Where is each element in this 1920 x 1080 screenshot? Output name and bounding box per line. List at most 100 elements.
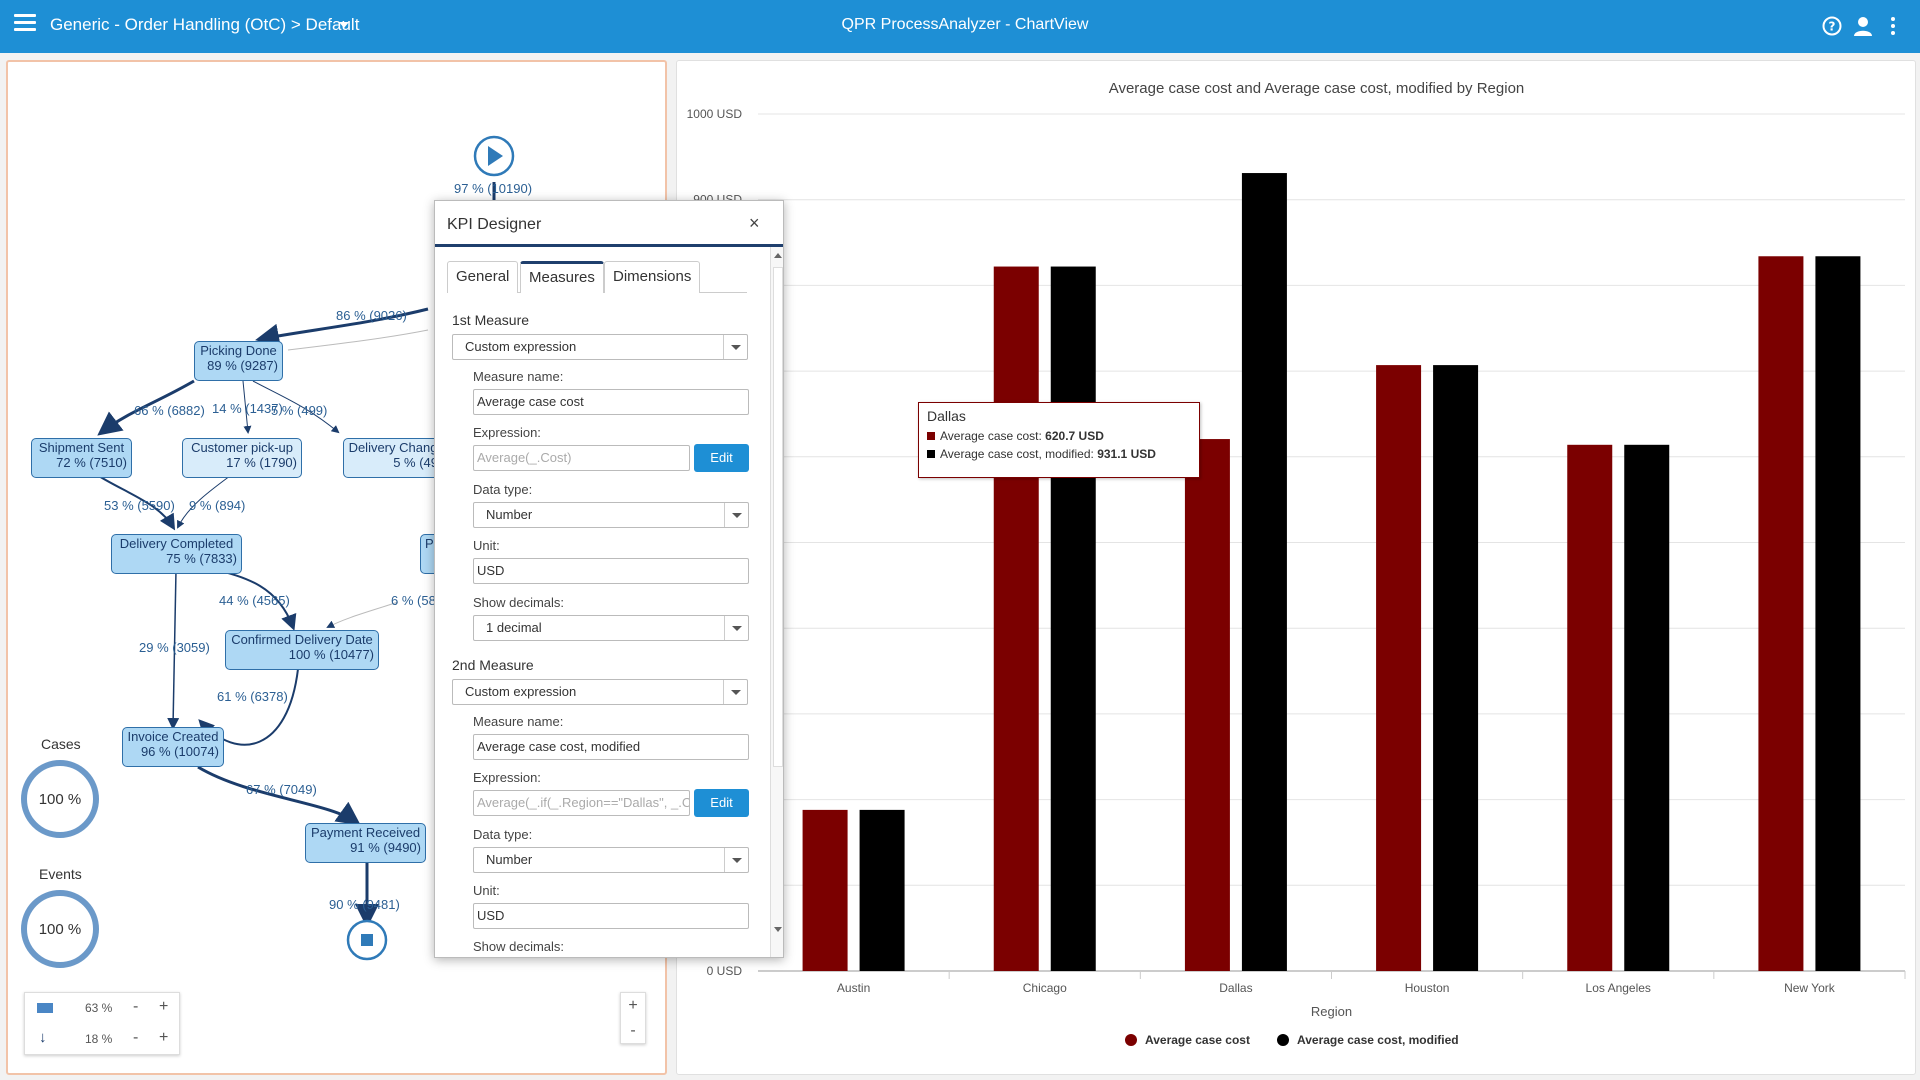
field-label: Measure name:: [473, 369, 564, 384]
bar-new-york-series-1: [1758, 256, 1804, 972]
measure2-name-input[interactable]: Average case cost, modified: [473, 734, 749, 760]
tab-dimensions[interactable]: Dimensions: [604, 261, 701, 293]
cases-gauge: 100 %: [21, 760, 99, 838]
tab-measures[interactable]: Measures: [520, 261, 604, 293]
measure2-edit-button[interactable]: Edit: [694, 789, 749, 817]
y-tick-label: 1000 USD: [687, 107, 743, 121]
process-node-delivery-change[interactable]: Delivery Chang 5 % (49: [343, 438, 443, 478]
bar-austin-series-2: [859, 809, 905, 971]
bar-chicago-series-1: [993, 266, 1039, 971]
measure1-unit-input[interactable]: USD: [473, 558, 749, 584]
top-bar: Generic - Order Handling (OtC) > Default…: [0, 0, 1920, 53]
field-label: Unit:: [473, 883, 500, 898]
tooltip-value: 931.1 USD: [1097, 447, 1156, 461]
legend-label: Average case cost, modified: [1297, 1033, 1459, 1047]
kpi-designer-dialog: KPI Designer × General Measures Dimensio…: [434, 200, 784, 958]
dialog-title: KPI Designer: [447, 216, 542, 233]
process-node-delivery-completed[interactable]: Delivery Completed 75 % (7833): [111, 534, 242, 574]
edge-label: 66 % (6882): [134, 403, 205, 418]
measure1-datatype-select[interactable]: Number: [473, 502, 749, 528]
chart-title: Average case cost and Average case cost,…: [1109, 80, 1525, 97]
flow-filter-value: 18 %: [85, 1032, 113, 1046]
process-node-payment-received[interactable]: Payment Received 91 % (9490): [305, 823, 426, 863]
chevron-down-icon[interactable]: [339, 22, 349, 28]
series-swatch: [927, 450, 935, 458]
start-node[interactable]: [473, 135, 515, 177]
flow-filter-row: ↓ 18 % - +: [25, 1024, 181, 1054]
activity-increase-button[interactable]: +: [159, 998, 169, 1015]
activity-filter-value: 63 %: [85, 1001, 113, 1015]
measure2-unit-input[interactable]: USD: [473, 903, 749, 929]
zoom-out-button[interactable]: -: [630, 1022, 636, 1039]
cases-title: Cases: [41, 736, 81, 752]
chevron-down-icon: [724, 616, 748, 640]
scroll-thumb[interactable]: [773, 267, 783, 767]
measure2-expression-input[interactable]: Average(_.if(_.Region=="Dallas", _.C: [473, 790, 690, 816]
bar-new-york-series-2: [1815, 256, 1861, 972]
x-tick-label: Austin: [837, 981, 870, 995]
cases-value: 100 %: [38, 790, 82, 808]
measure1-expression-input[interactable]: Average(_.Cost): [473, 445, 690, 471]
edge-label: 67 % (7049): [246, 782, 317, 797]
tooltip-row: Average case cost: 620.7 USD: [927, 427, 1191, 445]
end-node[interactable]: [346, 919, 388, 961]
select-value: Number: [486, 507, 533, 522]
edge-label: 29 % (3059): [139, 640, 210, 655]
y-tick-label: 0 USD: [707, 964, 743, 978]
bar-chart: Average case cost and Average case cost,…: [687, 80, 1906, 1047]
bar-los-angeles-series-1: [1567, 444, 1613, 971]
bar-dallas-series-2: [1241, 173, 1287, 971]
tab-general[interactable]: General: [447, 261, 519, 293]
field-label: Expression:: [473, 770, 541, 785]
field-label: Measure name:: [473, 714, 564, 729]
edge-label: 9 % (894): [189, 498, 246, 513]
x-tick-label: Dallas: [1219, 981, 1252, 995]
more-vertical-icon[interactable]: [1882, 15, 1904, 37]
process-map-edges: [93, 135, 515, 961]
scroll-up-icon[interactable]: [774, 253, 782, 258]
bar-los-angeles-series-2: [1624, 444, 1670, 971]
hamburger-icon[interactable]: [14, 14, 36, 32]
field-label: Expression:: [473, 425, 541, 440]
field-label: Unit:: [473, 538, 500, 553]
process-node-confirmed-delivery-date[interactable]: Confirmed Delivery Date 100 % (10477): [225, 630, 379, 670]
tooltip-label: Average case cost:: [940, 429, 1046, 443]
user-icon[interactable]: [1852, 15, 1874, 37]
measure1-type-select[interactable]: Custom expression: [452, 334, 748, 360]
select-value: Custom expression: [465, 339, 577, 354]
measure1-name-input[interactable]: Average case cost: [473, 389, 749, 415]
scroll-down-icon[interactable]: [774, 927, 782, 932]
x-tick-label: Chicago: [1023, 981, 1067, 995]
select-value: Custom expression: [465, 684, 577, 699]
measure1-decimals-select[interactable]: 1 decimal: [473, 615, 749, 641]
measure2-type-select[interactable]: Custom expression: [452, 679, 748, 705]
legend-swatch: [1277, 1034, 1289, 1046]
activity-icon: [37, 1003, 53, 1013]
zoom-in-button[interactable]: +: [628, 997, 638, 1014]
process-node-shipment-sent[interactable]: Shipment Sent 72 % (7510): [31, 438, 132, 478]
measure2-datatype-select[interactable]: Number: [473, 847, 749, 873]
events-title: Events: [39, 866, 82, 882]
process-node-invoice-created[interactable]: Invoice Created 96 % (10074): [122, 727, 224, 767]
edge-label: 61 % (6378): [217, 689, 288, 704]
dialog-tabs: General Measures Dimensions: [447, 261, 747, 293]
help-icon[interactable]: ?: [1821, 15, 1843, 37]
measures-form: 1st Measure Custom expression Measure na…: [435, 293, 770, 957]
close-icon[interactable]: ×: [749, 213, 760, 233]
process-node-picking-done[interactable]: Picking Done 89 % (9287): [194, 341, 283, 381]
tooltip-label: Average case cost, modified:: [940, 447, 1098, 461]
flow-decrease-button[interactable]: -: [133, 1029, 139, 1046]
measure1-edit-button[interactable]: Edit: [694, 444, 749, 472]
tooltip-value: 620.7 USD: [1045, 429, 1104, 443]
field-label: Data type:: [473, 482, 533, 497]
dialog-scrollbar[interactable]: [770, 247, 783, 957]
x-tick-label: New York: [1784, 981, 1836, 995]
flow-increase-button[interactable]: +: [159, 1029, 169, 1046]
bar-houston-series-2: [1433, 365, 1479, 971]
chart-tooltip: Dallas Average case cost: 620.7 USD Aver…: [918, 402, 1200, 478]
process-node-customer-pickup[interactable]: Customer pick-up 17 % (1790): [182, 438, 302, 478]
legend-swatch: [1125, 1034, 1137, 1046]
activity-decrease-button[interactable]: -: [133, 998, 139, 1015]
breadcrumb[interactable]: Generic - Order Handling (OtC) > Default: [50, 15, 360, 34]
filter-controls: 63 % - + ↓ 18 % - +: [24, 992, 180, 1055]
